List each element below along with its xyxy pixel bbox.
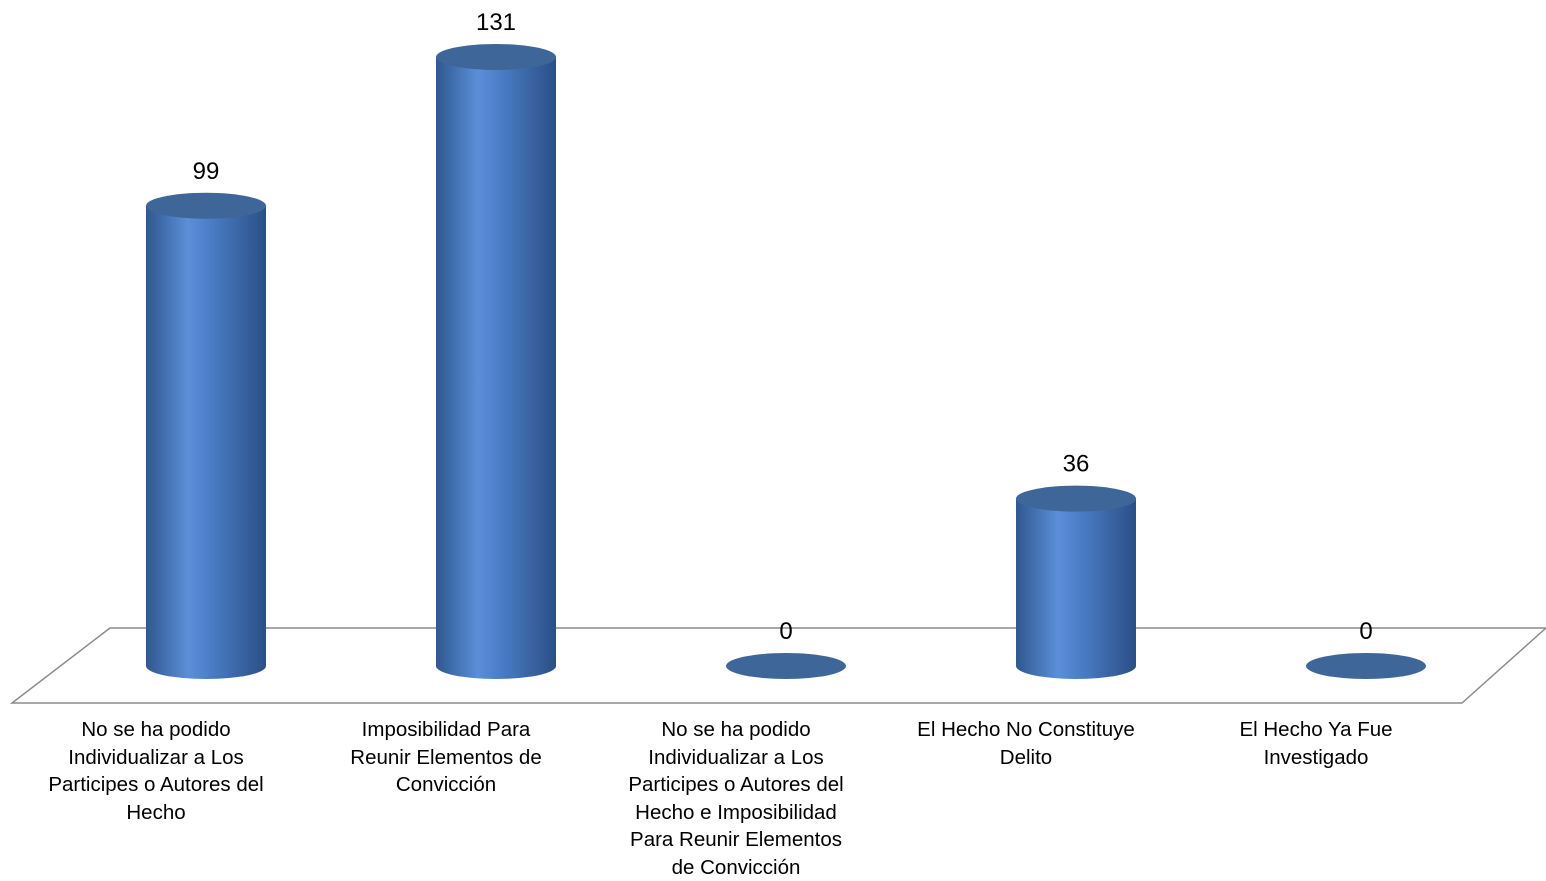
category-label-1: No se ha podido Individualizar a Los Par… [48, 718, 264, 824]
data-label-1: 99 [193, 158, 220, 185]
bar-cap-4 [1016, 485, 1136, 512]
data-label-4: 36 [1063, 451, 1090, 478]
bar-cap-3 [726, 653, 846, 679]
category-label-5: El Hecho Ya Fue Investigado [1239, 718, 1393, 769]
category-label-4: El Hecho No Constituye Delito [917, 718, 1135, 769]
data-label-5: 0 [1359, 618, 1372, 645]
data-label-3: 0 [779, 618, 792, 645]
category-label-3: No se ha podido Individualizar a Los Par… [628, 718, 844, 879]
data-label-2: 131 [476, 9, 516, 36]
bar-cap-1 [146, 192, 266, 219]
bar-cap-5 [1306, 653, 1426, 679]
bar-2 [436, 57, 556, 679]
bar-4 [1016, 498, 1136, 679]
bar-1 [146, 205, 266, 679]
bar-cap-2 [436, 44, 556, 70]
category-label-2: Imposibilidad Para Reunir Elementos de C… [350, 718, 542, 796]
